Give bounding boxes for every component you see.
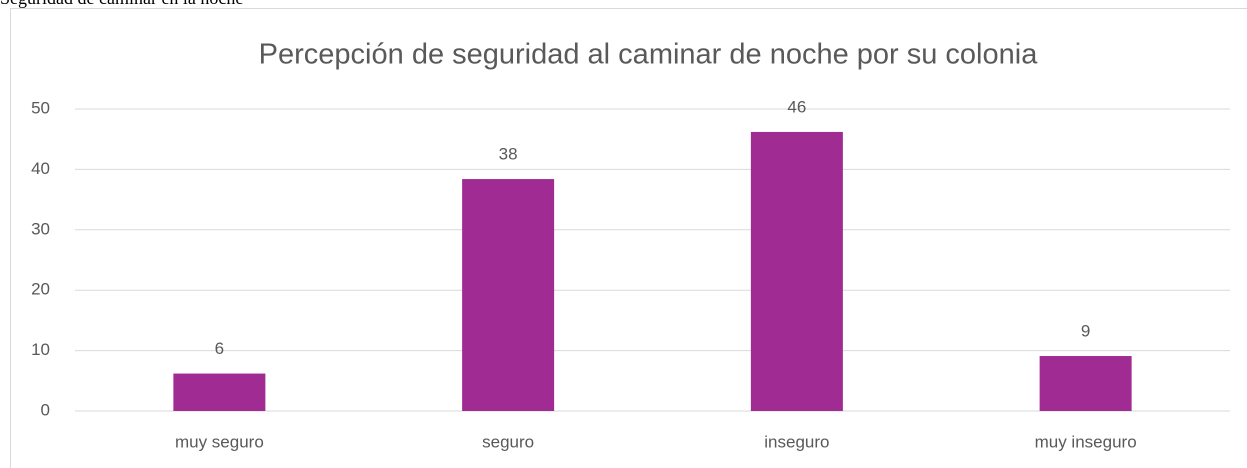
y-tick-label: 0 [41, 400, 50, 419]
bar [750, 131, 843, 411]
x-tick-label: seguro [482, 432, 534, 451]
x-tick-label: inseguro [764, 432, 829, 451]
data-label: 9 [1081, 322, 1090, 341]
data-label: 46 [787, 97, 806, 116]
y-tick-label: 30 [31, 219, 50, 238]
bar [1039, 356, 1132, 411]
y-tick-label: 20 [31, 280, 50, 299]
bar [173, 373, 266, 411]
data-label: 38 [499, 145, 518, 164]
bar [462, 179, 555, 411]
chart-title: Percepción de seguridad al caminar de no… [259, 39, 1039, 71]
x-tick-label: muy seguro [175, 432, 264, 451]
y-tick-label: 40 [31, 159, 50, 178]
y-tick-label: 50 [31, 98, 50, 117]
data-label: 6 [215, 339, 224, 358]
caption: Seguridad de caminar en la noche [0, 0, 243, 8]
y-tick-label: 10 [31, 340, 50, 359]
x-tick-label: muy inseguro [1035, 432, 1137, 451]
